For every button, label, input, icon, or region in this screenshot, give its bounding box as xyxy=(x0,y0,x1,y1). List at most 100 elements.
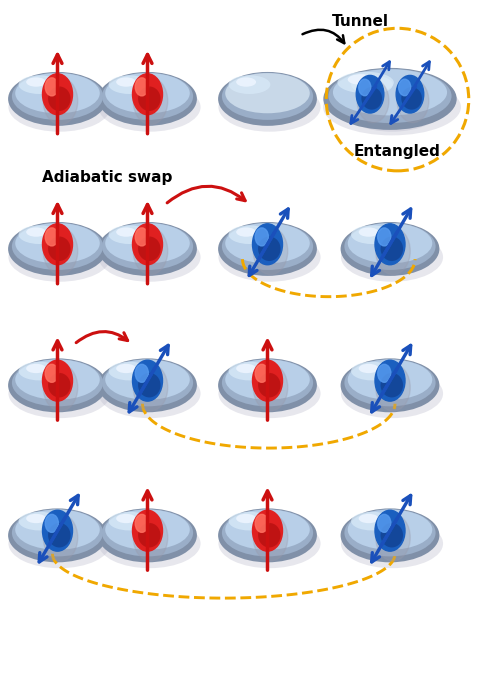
Circle shape xyxy=(135,78,148,96)
Ellipse shape xyxy=(218,222,317,276)
Ellipse shape xyxy=(344,223,436,270)
Ellipse shape xyxy=(105,73,190,113)
Ellipse shape xyxy=(26,77,46,87)
Ellipse shape xyxy=(102,509,193,557)
Circle shape xyxy=(378,514,391,533)
Circle shape xyxy=(133,514,168,561)
Circle shape xyxy=(378,364,391,383)
Circle shape xyxy=(44,514,78,561)
Ellipse shape xyxy=(236,227,256,237)
Circle shape xyxy=(42,510,72,551)
Ellipse shape xyxy=(348,359,432,400)
Ellipse shape xyxy=(348,223,432,263)
Circle shape xyxy=(252,360,282,401)
Ellipse shape xyxy=(98,222,197,276)
Ellipse shape xyxy=(222,509,313,557)
Ellipse shape xyxy=(48,87,70,111)
Ellipse shape xyxy=(341,233,443,282)
Ellipse shape xyxy=(48,523,70,548)
Ellipse shape xyxy=(105,359,190,400)
Ellipse shape xyxy=(8,519,111,568)
Ellipse shape xyxy=(18,225,60,244)
Ellipse shape xyxy=(102,73,193,120)
Ellipse shape xyxy=(340,72,440,126)
Circle shape xyxy=(356,76,384,113)
Circle shape xyxy=(376,228,410,275)
Ellipse shape xyxy=(26,227,46,237)
Circle shape xyxy=(42,360,72,401)
Circle shape xyxy=(44,364,78,411)
Circle shape xyxy=(396,76,424,113)
Ellipse shape xyxy=(380,373,403,398)
Ellipse shape xyxy=(225,509,310,550)
Ellipse shape xyxy=(8,369,111,418)
Ellipse shape xyxy=(105,223,190,263)
Ellipse shape xyxy=(8,233,111,282)
Ellipse shape xyxy=(8,83,111,132)
Ellipse shape xyxy=(138,523,160,548)
Ellipse shape xyxy=(344,359,436,406)
Ellipse shape xyxy=(8,508,107,563)
Ellipse shape xyxy=(351,361,393,381)
Ellipse shape xyxy=(340,222,440,276)
Ellipse shape xyxy=(18,75,60,94)
Ellipse shape xyxy=(222,223,313,270)
Ellipse shape xyxy=(138,87,160,111)
Circle shape xyxy=(254,364,288,411)
Ellipse shape xyxy=(18,361,60,381)
Circle shape xyxy=(375,224,405,265)
Ellipse shape xyxy=(344,509,436,557)
Circle shape xyxy=(42,74,72,115)
Ellipse shape xyxy=(15,509,100,550)
Circle shape xyxy=(45,228,59,246)
Ellipse shape xyxy=(351,75,393,94)
Circle shape xyxy=(132,224,162,265)
Circle shape xyxy=(42,224,72,265)
Ellipse shape xyxy=(341,369,443,418)
Ellipse shape xyxy=(362,87,382,110)
Circle shape xyxy=(45,364,59,383)
Ellipse shape xyxy=(258,523,280,548)
Circle shape xyxy=(254,514,288,561)
Ellipse shape xyxy=(218,83,320,132)
Ellipse shape xyxy=(218,72,317,126)
Text: Tunnel: Tunnel xyxy=(332,14,388,29)
Circle shape xyxy=(357,79,389,123)
Ellipse shape xyxy=(225,359,310,400)
Ellipse shape xyxy=(218,508,317,563)
Circle shape xyxy=(397,79,429,123)
Circle shape xyxy=(132,74,162,115)
Circle shape xyxy=(376,364,410,411)
Ellipse shape xyxy=(358,364,378,373)
Circle shape xyxy=(132,510,162,551)
Ellipse shape xyxy=(15,359,100,400)
Ellipse shape xyxy=(358,227,378,237)
Ellipse shape xyxy=(402,87,422,110)
Ellipse shape xyxy=(98,358,197,413)
Ellipse shape xyxy=(138,373,160,398)
Ellipse shape xyxy=(12,509,103,557)
Ellipse shape xyxy=(328,69,452,123)
Ellipse shape xyxy=(98,83,200,132)
Circle shape xyxy=(135,364,148,383)
Ellipse shape xyxy=(338,72,394,93)
Ellipse shape xyxy=(348,509,432,550)
Circle shape xyxy=(132,360,162,401)
Ellipse shape xyxy=(222,359,313,406)
Ellipse shape xyxy=(15,73,100,113)
Ellipse shape xyxy=(12,359,103,406)
Ellipse shape xyxy=(48,373,70,398)
Circle shape xyxy=(135,514,148,533)
Ellipse shape xyxy=(138,237,160,261)
Ellipse shape xyxy=(228,225,270,244)
Ellipse shape xyxy=(258,237,280,261)
Ellipse shape xyxy=(258,373,280,398)
Text: Adiabatic swap: Adiabatic swap xyxy=(42,170,172,185)
Ellipse shape xyxy=(351,225,393,244)
Ellipse shape xyxy=(324,68,456,130)
Ellipse shape xyxy=(348,73,432,113)
Circle shape xyxy=(44,78,78,125)
Ellipse shape xyxy=(8,222,107,276)
Ellipse shape xyxy=(116,514,136,523)
Ellipse shape xyxy=(340,358,440,413)
